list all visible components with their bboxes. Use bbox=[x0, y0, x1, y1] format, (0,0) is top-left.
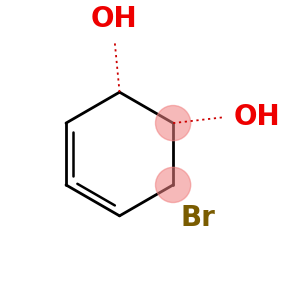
Text: Br: Br bbox=[181, 204, 216, 232]
Circle shape bbox=[155, 167, 191, 202]
Circle shape bbox=[155, 106, 191, 141]
Text: OH: OH bbox=[234, 103, 280, 131]
Text: OH: OH bbox=[91, 5, 137, 33]
